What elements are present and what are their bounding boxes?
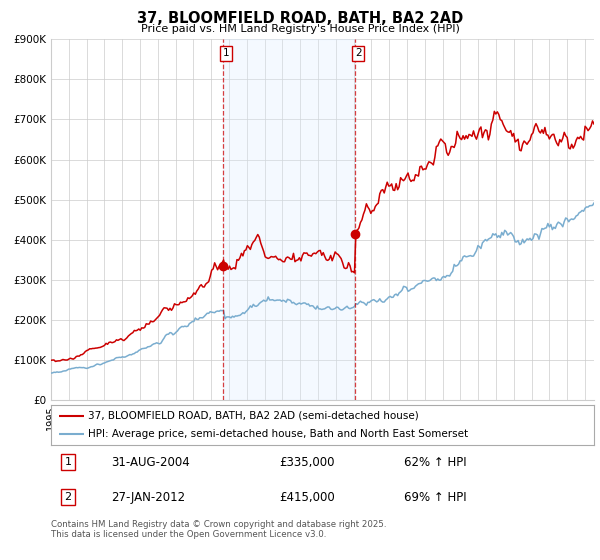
Text: 37, BLOOMFIELD ROAD, BATH, BA2 2AD (semi-detached house): 37, BLOOMFIELD ROAD, BATH, BA2 2AD (semi… bbox=[88, 411, 419, 421]
Text: 1: 1 bbox=[223, 48, 230, 58]
Text: 2: 2 bbox=[355, 48, 362, 58]
Text: 31-AUG-2004: 31-AUG-2004 bbox=[111, 456, 190, 469]
Text: Price paid vs. HM Land Registry's House Price Index (HPI): Price paid vs. HM Land Registry's House … bbox=[140, 24, 460, 34]
Text: 37, BLOOMFIELD ROAD, BATH, BA2 2AD: 37, BLOOMFIELD ROAD, BATH, BA2 2AD bbox=[137, 11, 463, 26]
Text: £335,000: £335,000 bbox=[279, 456, 335, 469]
Text: 2: 2 bbox=[65, 492, 72, 502]
Text: Contains HM Land Registry data © Crown copyright and database right 2025.
This d: Contains HM Land Registry data © Crown c… bbox=[51, 520, 386, 539]
Text: 1: 1 bbox=[65, 458, 71, 468]
Text: 27-JAN-2012: 27-JAN-2012 bbox=[111, 491, 185, 504]
Text: 62% ↑ HPI: 62% ↑ HPI bbox=[404, 456, 467, 469]
Bar bbox=[223, 39, 355, 400]
Text: HPI: Average price, semi-detached house, Bath and North East Somerset: HPI: Average price, semi-detached house,… bbox=[88, 430, 468, 439]
Text: 69% ↑ HPI: 69% ↑ HPI bbox=[404, 491, 467, 504]
Text: £415,000: £415,000 bbox=[279, 491, 335, 504]
